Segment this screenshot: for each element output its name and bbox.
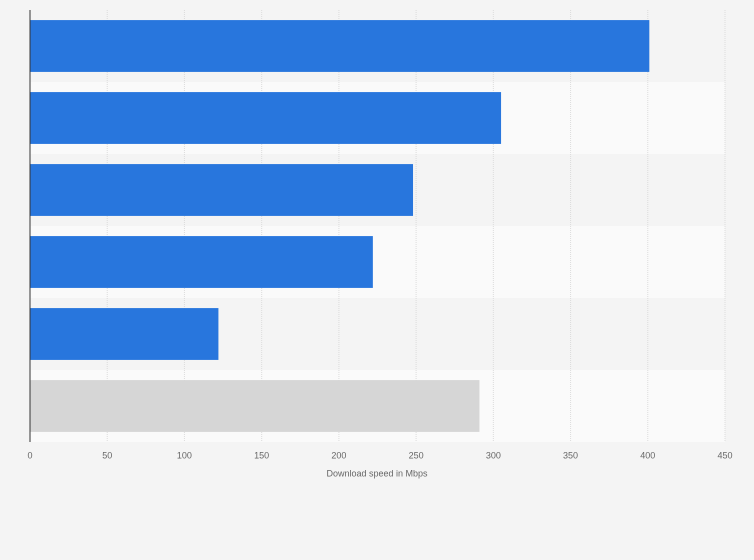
x-axis-label: Download speed in Mbps	[326, 468, 428, 478]
x-tick-label: 50	[102, 450, 112, 460]
x-tick-label: 400	[640, 450, 655, 460]
bar	[30, 236, 373, 288]
x-tick-label: 0	[27, 450, 32, 460]
bar	[30, 380, 480, 432]
x-tick-label: 450	[717, 450, 732, 460]
x-tick-label: 250	[409, 450, 424, 460]
x-tick-label: 350	[563, 450, 578, 460]
x-tick-label: 150	[254, 450, 269, 460]
bar	[30, 164, 414, 216]
x-tick-label: 300	[486, 450, 501, 460]
bar	[30, 20, 650, 72]
x-tick-label: 200	[331, 450, 346, 460]
x-tick-label: 100	[177, 450, 192, 460]
bar	[30, 308, 219, 360]
bar	[30, 92, 502, 144]
